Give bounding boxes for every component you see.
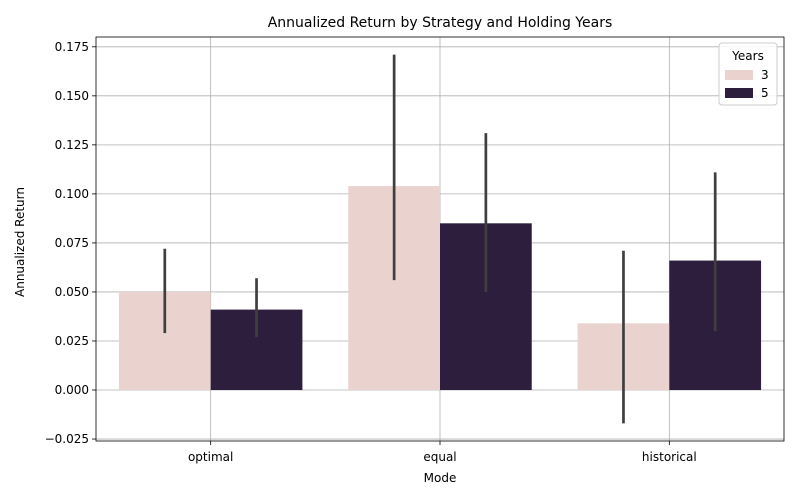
x-tick-label: optimal — [188, 450, 233, 464]
legend: Years 3 5 — [718, 42, 778, 106]
x-axis-label: Mode — [424, 471, 457, 485]
y-axis-label: Annualized Return — [13, 187, 27, 297]
legend-swatch-5 — [725, 88, 753, 98]
y-tick-label: 0.000 — [55, 383, 89, 397]
axes: −0.025 0.000 0.025 0.050 0.075 0.100 0.125 0.15… — [45, 36, 785, 464]
chart-title: Annualized Return by Strategy and Holdin… — [268, 15, 613, 31]
y-tick-label: 0.150 — [55, 89, 89, 103]
legend-swatch-3 — [725, 70, 753, 80]
y-tick-label: 0.075 — [55, 236, 89, 250]
axes-frame — [95, 36, 785, 442]
y-tick-label: −0.025 — [45, 432, 89, 446]
y-tick-label: 0.175 — [55, 40, 89, 54]
y-tick-label: 0.125 — [55, 138, 89, 152]
legend-label-3: 3 — [761, 68, 769, 82]
legend-title: Years — [731, 49, 764, 63]
x-tick-label: equal — [423, 450, 456, 464]
y-tick-label: 0.025 — [55, 334, 89, 348]
y-tick-label: 0.050 — [55, 285, 89, 299]
x-tick-label: historical — [642, 450, 697, 464]
y-tick-label: 0.100 — [55, 187, 89, 201]
legend-label-5: 5 — [761, 86, 769, 100]
error-bars — [163, 54, 717, 424]
